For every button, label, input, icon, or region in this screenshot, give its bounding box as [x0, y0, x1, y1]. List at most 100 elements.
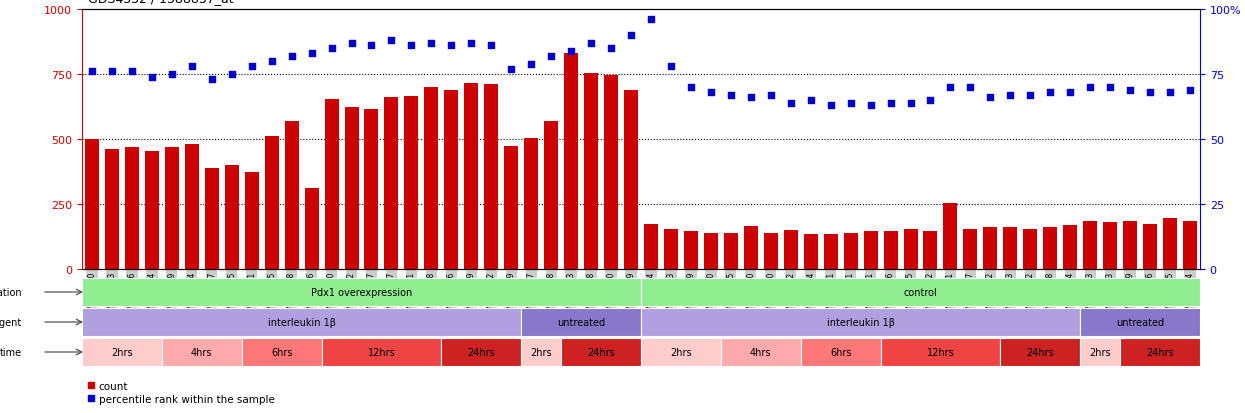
Point: [202, 77, 222, 83]
Text: Pdx1 overexpression: Pdx1 overexpression: [311, 287, 412, 297]
Bar: [641, 278, 1200, 306]
Point: [940, 85, 960, 91]
Point: [482, 43, 502, 50]
Point: [1160, 90, 1180, 96]
Point: [341, 40, 361, 47]
Text: 4hrs: 4hrs: [749, 347, 772, 357]
Bar: [1063, 225, 1077, 269]
Bar: [784, 230, 798, 269]
Bar: [644, 224, 657, 269]
Bar: [85, 140, 98, 269]
Point: [960, 85, 980, 91]
Text: 6hrs: 6hrs: [271, 347, 293, 357]
Point: [701, 90, 721, 96]
Bar: [442, 338, 522, 366]
Bar: [964, 229, 977, 269]
Text: untreated: untreated: [1116, 317, 1164, 327]
Bar: [82, 309, 522, 336]
Bar: [484, 85, 498, 269]
Point: [301, 51, 321, 57]
Point: [182, 64, 202, 70]
Point: [721, 92, 741, 99]
Bar: [864, 232, 878, 269]
Point: [1140, 90, 1160, 96]
Point: [261, 59, 281, 65]
Text: time: time: [0, 347, 22, 357]
Point: [801, 97, 820, 104]
Bar: [703, 233, 718, 269]
Point: [242, 64, 261, 70]
Bar: [225, 166, 239, 269]
Bar: [721, 338, 801, 366]
Bar: [1003, 228, 1017, 269]
Point: [641, 17, 661, 24]
Bar: [804, 234, 818, 269]
Bar: [82, 278, 641, 306]
Point: [122, 69, 142, 76]
Bar: [242, 338, 321, 366]
Bar: [345, 107, 359, 269]
Bar: [405, 97, 418, 269]
Bar: [265, 137, 279, 269]
Text: interleukin 1β: interleukin 1β: [827, 317, 895, 327]
Bar: [1081, 309, 1200, 336]
Bar: [1083, 221, 1097, 269]
Point: [381, 38, 401, 45]
Bar: [664, 229, 679, 269]
Text: 24hrs: 24hrs: [1026, 347, 1055, 357]
Bar: [522, 338, 561, 366]
Point: [442, 43, 462, 50]
Bar: [162, 338, 242, 366]
Text: 12hrs: 12hrs: [926, 347, 955, 357]
Bar: [801, 338, 880, 366]
Bar: [624, 90, 637, 269]
Bar: [904, 229, 918, 269]
Bar: [844, 233, 858, 269]
Text: 2hrs: 2hrs: [1089, 347, 1111, 357]
Bar: [1081, 338, 1120, 366]
Bar: [924, 232, 937, 269]
Point: [542, 53, 561, 60]
Point: [661, 64, 681, 70]
Bar: [184, 145, 199, 269]
Bar: [365, 110, 378, 269]
Point: [880, 100, 900, 107]
Bar: [124, 147, 139, 269]
Text: genotype/variation: genotype/variation: [0, 287, 22, 297]
Point: [1001, 92, 1021, 99]
Bar: [884, 232, 898, 269]
Bar: [425, 88, 438, 269]
Bar: [604, 76, 618, 269]
Point: [522, 61, 542, 68]
Text: 24hrs: 24hrs: [1147, 347, 1174, 357]
Bar: [204, 168, 219, 269]
Bar: [1000, 338, 1081, 366]
Point: [581, 40, 601, 47]
Text: untreated: untreated: [557, 317, 605, 327]
Point: [840, 100, 860, 107]
Bar: [641, 338, 721, 366]
Point: [820, 103, 840, 109]
Point: [502, 66, 522, 73]
Text: 4hrs: 4hrs: [190, 347, 213, 357]
Text: 2hrs: 2hrs: [530, 347, 552, 357]
Point: [102, 69, 122, 76]
Text: 24hrs: 24hrs: [467, 347, 496, 357]
Text: interleukin 1β: interleukin 1β: [268, 317, 336, 327]
Text: 6hrs: 6hrs: [830, 347, 852, 357]
Bar: [1120, 338, 1200, 366]
Bar: [325, 100, 339, 269]
Bar: [564, 54, 578, 269]
Point: [82, 69, 102, 76]
Point: [681, 85, 701, 91]
Bar: [763, 233, 778, 269]
Bar: [684, 232, 698, 269]
Text: agent: agent: [0, 317, 22, 327]
Point: [361, 43, 381, 50]
Bar: [285, 121, 299, 269]
Point: [1021, 92, 1041, 99]
Bar: [561, 338, 641, 366]
Bar: [1143, 224, 1157, 269]
Text: 2hrs: 2hrs: [670, 347, 692, 357]
Point: [321, 45, 341, 52]
